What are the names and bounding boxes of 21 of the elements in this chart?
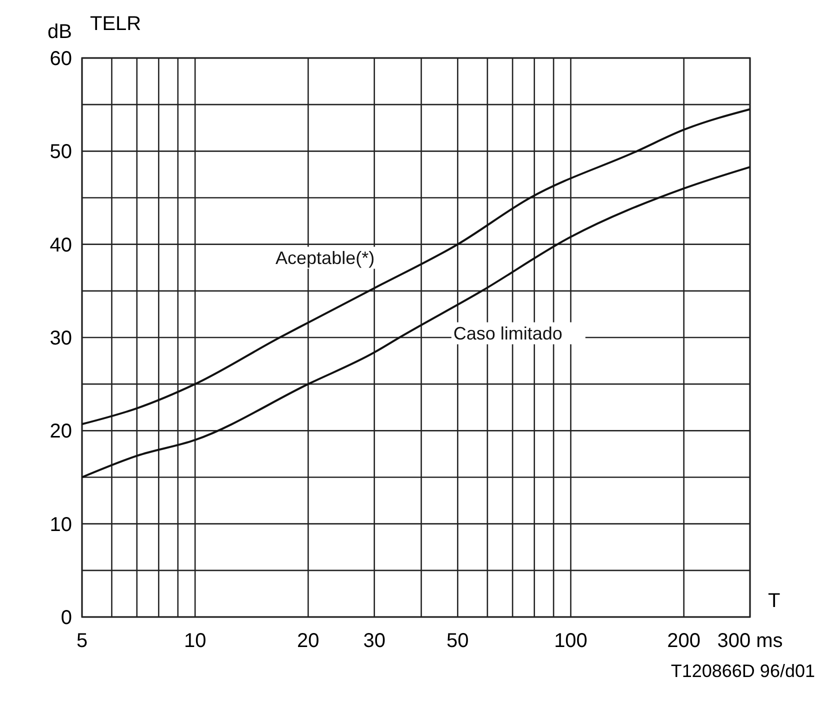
x-tick-label: 300 ms xyxy=(717,630,783,652)
text: T120866D 96/d01 xyxy=(670,661,815,681)
y-tick-label: 60 xyxy=(50,48,72,70)
y-tick-label: 30 xyxy=(50,328,72,350)
x-tick-label: 50 xyxy=(446,630,469,652)
chart-title: TELR xyxy=(90,13,142,35)
x-axis-title: T xyxy=(768,590,780,612)
y-tick-label: 20 xyxy=(50,420,72,443)
x-tick-label: 20 xyxy=(297,630,320,652)
x-tick-label: 200 xyxy=(667,630,701,652)
x-tick-label: 10 xyxy=(184,630,206,652)
series-label: Aceptable(*) xyxy=(276,248,375,268)
y-axis-title: dB xyxy=(48,21,72,43)
y-tick-label: 50 xyxy=(50,141,72,164)
y-tick-label: 10 xyxy=(50,514,72,536)
series-label: Caso limitado xyxy=(453,323,562,344)
x-tick-label: 5 xyxy=(76,630,88,652)
x-tick-label: 30 xyxy=(363,630,386,652)
x-tick-label: 100 xyxy=(554,630,588,652)
y-tick-label: 0 xyxy=(60,607,72,629)
y-tick-label: 40 xyxy=(50,234,72,256)
